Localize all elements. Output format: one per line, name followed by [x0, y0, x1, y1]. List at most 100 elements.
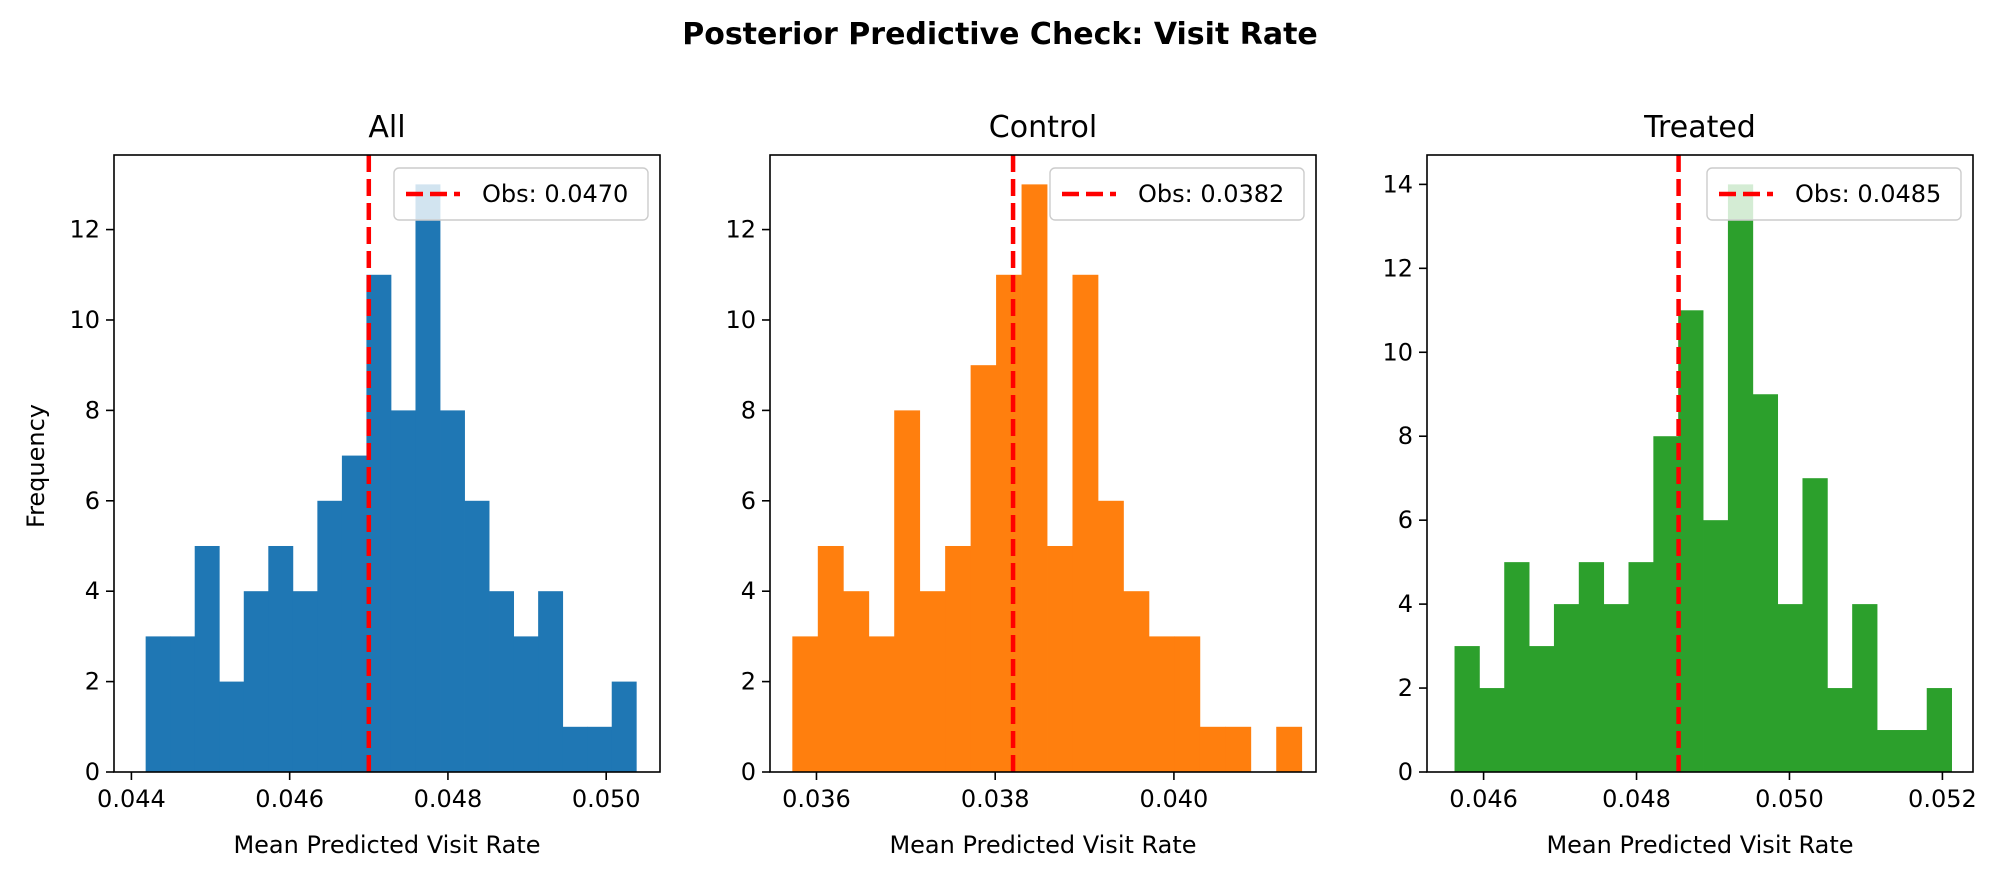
panel-title: Control [989, 110, 1097, 145]
y-tick-label: 6 [741, 487, 756, 515]
legend-box [1706, 167, 1962, 221]
histogram-bar [1479, 688, 1505, 772]
x-tick-label: 0.046 [1449, 785, 1518, 813]
x-tick-label: 0.048 [414, 785, 483, 813]
histogram-bar [1578, 562, 1605, 772]
histogram-bar [1877, 730, 1903, 772]
histogram-bar [562, 726, 588, 772]
histogram-bar [170, 636, 196, 772]
y-tick-label: 2 [741, 668, 756, 696]
y-tick-label: 12 [69, 216, 100, 244]
histogram-bar [919, 591, 946, 772]
y-tick-label: 6 [85, 487, 100, 515]
histogram-bar [970, 365, 997, 772]
y-tick-label: 0 [1398, 758, 1413, 786]
histogram-bar [292, 591, 318, 772]
histogram-bar [1802, 478, 1828, 772]
legend-label: Obs: 0.0470 [482, 180, 628, 208]
histogram-bar [1174, 636, 1201, 772]
panel-treated: Treated Mean Predicted Visit Rate 0.046 0… [1382, 110, 1976, 859]
histogram-bar [1553, 604, 1580, 772]
histogram-bar [1827, 688, 1853, 772]
y-tick-label: 4 [1398, 590, 1413, 618]
legend-box [393, 167, 649, 221]
legend-label: Obs: 0.0382 [1138, 180, 1284, 208]
histogram-bar [1072, 274, 1099, 772]
histogram-bar [817, 545, 844, 772]
histogram-bar [1047, 545, 1073, 772]
histogram-bar [868, 636, 895, 772]
histogram-bar [996, 274, 1022, 772]
histogram-bar [1703, 520, 1729, 772]
histogram-bar [1021, 184, 1048, 772]
histogram-bar [611, 681, 637, 772]
panel-title: Treated [1643, 110, 1756, 145]
x-tick-label: 0.050 [1755, 785, 1824, 813]
y-tick-label: 0 [741, 758, 756, 786]
y-tick-label: 12 [1382, 254, 1413, 282]
histogram-bar [1504, 562, 1530, 772]
histogram-bar [1727, 184, 1754, 772]
x-axis-label: Mean Predicted Visit Rate [233, 831, 540, 859]
histogram-bar [1628, 562, 1654, 772]
x-tick-label: 0.048 [1602, 785, 1671, 813]
x-tick-label: 0.050 [572, 785, 641, 813]
panel-title: All [368, 110, 405, 145]
histogram-bar [489, 591, 515, 772]
axes-frame [769, 154, 1317, 773]
histogram-bar [1199, 726, 1226, 772]
histogram-bar [341, 455, 367, 772]
histogram-bar [268, 545, 294, 772]
y-tick-label: 10 [1382, 338, 1413, 366]
histogram-bar [464, 500, 490, 772]
y-tick-label: 14 [1382, 170, 1413, 198]
y-tick-label: 8 [741, 396, 756, 424]
y-tick-label: 4 [85, 577, 100, 605]
y-tick-label: 6 [1398, 506, 1413, 534]
histogram-bar [538, 591, 564, 772]
y-tick-label: 4 [741, 577, 756, 605]
histogram-bar [243, 591, 269, 772]
legend: Obs: 0.0485 [1706, 167, 1962, 221]
x-axis-label: Mean Predicted Visit Rate [889, 831, 1196, 859]
histogram-bar [390, 410, 416, 772]
histogram-bar [415, 184, 441, 772]
x-tick-label: 0.046 [255, 785, 324, 813]
histogram-bar [792, 636, 819, 772]
panel-all: All Mean Predicted Visit Rate Frequency … [22, 110, 661, 859]
histogram-bar [1752, 394, 1779, 772]
y-tick-label: 8 [1398, 422, 1413, 450]
y-tick-label: 0 [85, 758, 100, 786]
histogram-bar [145, 636, 171, 772]
legend-label: Obs: 0.0485 [1795, 180, 1941, 208]
figure-title: Posterior Predictive Check: Visit Rate [682, 17, 1318, 52]
y-tick-label: 8 [85, 396, 100, 424]
histogram-bar [945, 545, 972, 772]
histogram-bar [1529, 646, 1555, 772]
histogram-bar [843, 591, 870, 772]
histogram-bar [440, 410, 465, 772]
histogram-bar [1225, 726, 1252, 772]
histogram-bar [1678, 310, 1704, 772]
histogram-bar [894, 410, 921, 772]
histogram-bar [1852, 604, 1878, 772]
axes-frame [1426, 154, 1974, 773]
histogram-bar [1926, 688, 1952, 772]
histogram-bar [1097, 500, 1124, 772]
x-tick-label: 0.038 [961, 785, 1030, 813]
y-tick-label: 12 [725, 216, 756, 244]
histogram-bar [1148, 636, 1175, 772]
x-tick-label: 0.052 [1908, 785, 1977, 813]
histogram-bar [1901, 730, 1928, 772]
x-tick-label: 0.040 [1140, 785, 1209, 813]
histogram-bar [587, 726, 613, 772]
legend: Obs: 0.0470 [393, 167, 649, 221]
histogram-bar [1123, 591, 1150, 772]
histogram-bar [1454, 646, 1480, 772]
x-tick-label: 0.036 [782, 785, 851, 813]
panel-control: Control Mean Predicted Visit Rate 0.036 0… [725, 110, 1317, 859]
x-axis-label: Mean Predicted Visit Rate [1546, 831, 1853, 859]
histogram-bar [1777, 604, 1803, 772]
histogram-bar [317, 500, 343, 772]
